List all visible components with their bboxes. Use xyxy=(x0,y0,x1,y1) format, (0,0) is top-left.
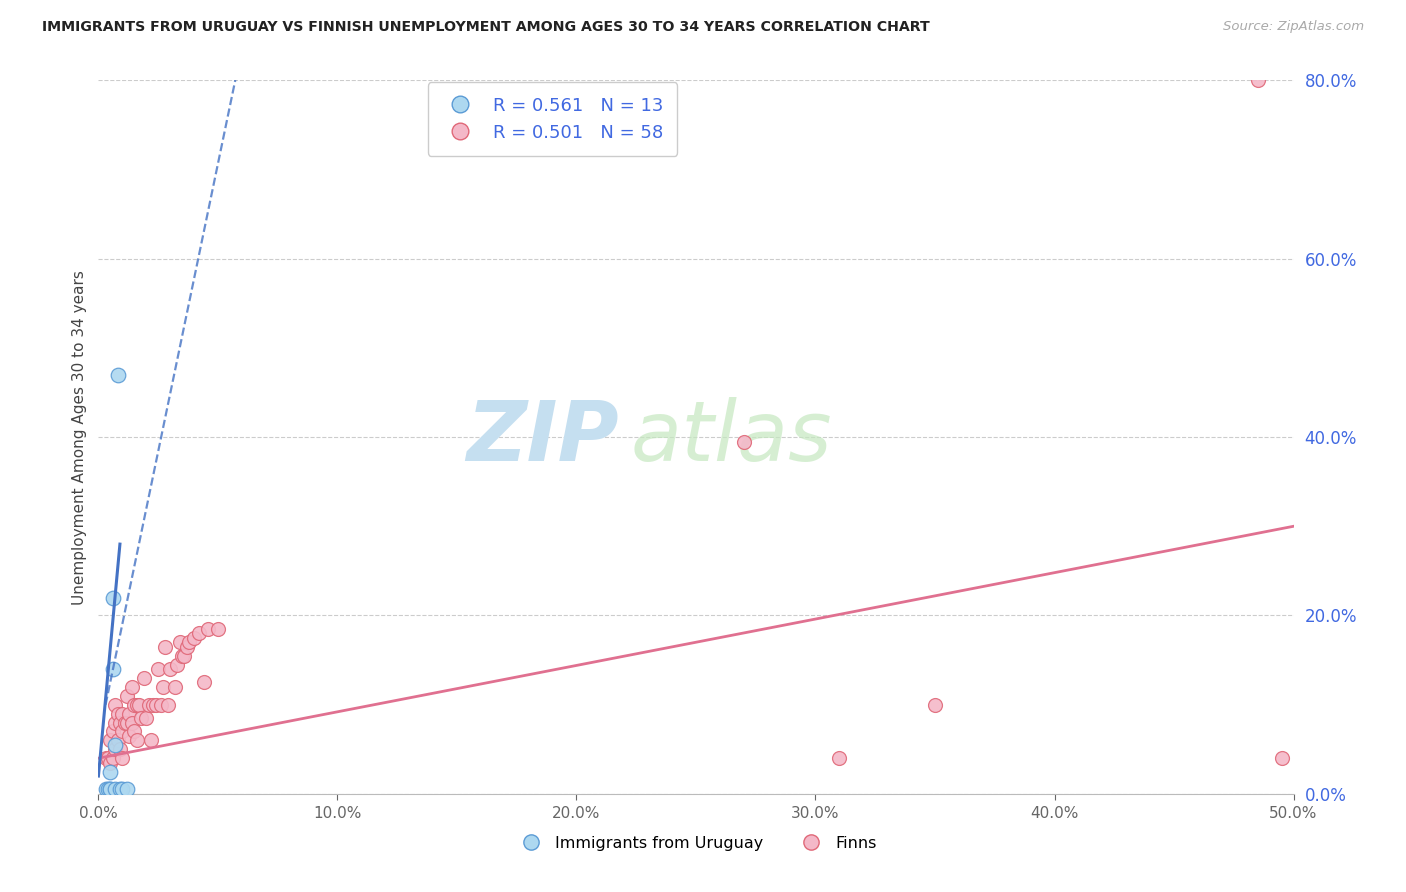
Point xyxy=(1247,73,1270,87)
Point xyxy=(124,698,146,712)
Point xyxy=(97,782,120,797)
Point xyxy=(142,698,165,712)
Point xyxy=(183,631,205,645)
Point xyxy=(152,680,174,694)
Point xyxy=(145,698,167,712)
Point xyxy=(131,711,153,725)
Point xyxy=(733,434,755,449)
Point xyxy=(828,751,851,765)
Point xyxy=(124,724,146,739)
Point xyxy=(173,648,195,663)
Point xyxy=(107,733,129,747)
Point xyxy=(187,626,209,640)
Point xyxy=(197,622,219,636)
Text: atlas: atlas xyxy=(630,397,832,477)
Point xyxy=(104,782,127,797)
Point xyxy=(108,782,131,797)
Point xyxy=(1271,751,1294,765)
Point xyxy=(132,671,155,685)
Point xyxy=(125,698,148,712)
Point xyxy=(138,698,160,712)
Point xyxy=(97,751,120,765)
Point xyxy=(108,742,131,756)
Point xyxy=(176,640,198,654)
Point xyxy=(101,751,124,765)
Point xyxy=(111,782,134,797)
Point xyxy=(107,368,129,382)
Point xyxy=(115,689,138,703)
Point xyxy=(101,591,124,605)
Point xyxy=(98,733,122,747)
Point xyxy=(101,724,124,739)
Point xyxy=(98,764,122,779)
Legend: Immigrants from Uruguay, Finns: Immigrants from Uruguay, Finns xyxy=(509,830,883,857)
Point xyxy=(155,640,177,654)
Text: ZIP: ZIP xyxy=(465,397,619,477)
Point xyxy=(139,733,162,747)
Point xyxy=(135,711,157,725)
Point xyxy=(111,724,134,739)
Point xyxy=(111,751,134,765)
Point xyxy=(172,648,194,663)
Point xyxy=(104,698,127,712)
Point xyxy=(121,715,143,730)
Point xyxy=(114,715,136,730)
Point xyxy=(148,662,170,676)
Point xyxy=(115,782,138,797)
Point xyxy=(169,635,191,649)
Point xyxy=(101,662,124,676)
Point xyxy=(125,733,148,747)
Point xyxy=(98,756,122,770)
Point xyxy=(107,706,129,721)
Point xyxy=(94,751,117,765)
Point xyxy=(104,715,127,730)
Point xyxy=(98,782,122,797)
Point xyxy=(193,675,215,690)
Point xyxy=(118,706,141,721)
Point xyxy=(115,715,138,730)
Point xyxy=(98,782,122,797)
Y-axis label: Unemployment Among Ages 30 to 34 years: Unemployment Among Ages 30 to 34 years xyxy=(72,269,87,605)
Point xyxy=(166,657,188,672)
Point xyxy=(118,729,141,743)
Point xyxy=(207,622,229,636)
Point xyxy=(108,715,131,730)
Point xyxy=(179,635,201,649)
Point xyxy=(924,698,946,712)
Text: IMMIGRANTS FROM URUGUAY VS FINNISH UNEMPLOYMENT AMONG AGES 30 TO 34 YEARS CORREL: IMMIGRANTS FROM URUGUAY VS FINNISH UNEMP… xyxy=(42,20,929,34)
Point xyxy=(128,698,150,712)
Point xyxy=(149,698,172,712)
Point xyxy=(104,738,127,752)
Point xyxy=(111,706,134,721)
Point xyxy=(159,662,181,676)
Text: Source: ZipAtlas.com: Source: ZipAtlas.com xyxy=(1223,20,1364,33)
Point xyxy=(163,680,186,694)
Point xyxy=(156,698,179,712)
Point xyxy=(104,742,127,756)
Point xyxy=(121,680,143,694)
Point xyxy=(94,782,117,797)
